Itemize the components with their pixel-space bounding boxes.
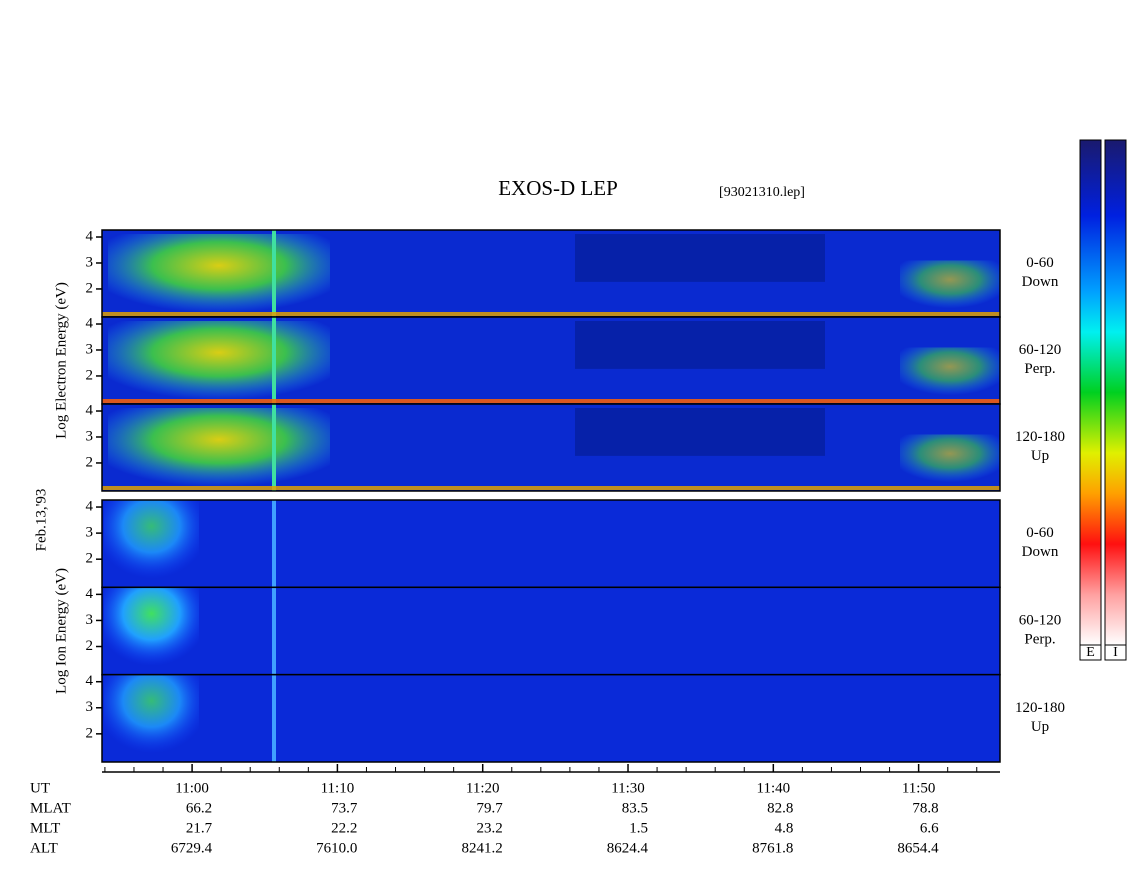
orbit-value: 82.8 xyxy=(767,800,793,816)
spectrogram-region xyxy=(272,317,276,404)
y-tick-label: 4 xyxy=(86,498,94,514)
color-bar-label: E xyxy=(1086,645,1095,660)
color-bar-label: I xyxy=(1113,645,1118,660)
y-tick-label: 3 xyxy=(86,612,94,628)
orbit-value: 1.5 xyxy=(629,820,648,836)
y-tick-label: 4 xyxy=(86,673,94,689)
orbit-value: 8241.2 xyxy=(461,840,502,856)
spectrogram-region xyxy=(575,408,825,456)
orbit-value: 6.6 xyxy=(920,820,939,836)
spectrogram-region xyxy=(108,408,330,487)
y-tick-label: 2 xyxy=(86,367,94,383)
spectrogram-region xyxy=(272,500,276,588)
x-tick-label: 11:50 xyxy=(902,780,936,796)
y-tick-label: 4 xyxy=(86,315,94,331)
orbit-label: MLAT xyxy=(30,800,71,816)
y-tick-label: 3 xyxy=(86,341,94,357)
panel-frame xyxy=(101,403,1001,492)
orbit-value: 4.8 xyxy=(775,820,794,836)
y-tick-label: 2 xyxy=(86,454,94,470)
y-tick-label: 4 xyxy=(86,402,94,418)
orbit-value: 73.7 xyxy=(331,800,358,816)
color-bar xyxy=(1104,139,1127,646)
panel-angle: 120-180 xyxy=(1015,429,1065,445)
spectrogram-region xyxy=(272,230,276,317)
orbit-value: 8654.4 xyxy=(897,840,939,856)
panel-angle: 0-60 xyxy=(1026,255,1054,271)
y-tick-label: 3 xyxy=(86,699,94,715)
spectrogram-region xyxy=(272,674,276,762)
x-tick-label: 11:10 xyxy=(321,780,355,796)
chart-title: EXOS-D LEP xyxy=(498,176,618,200)
y-tick-label: 3 xyxy=(86,254,94,270)
panel-angle: 60-120 xyxy=(1019,342,1062,358)
panel-angle: 60-120 xyxy=(1019,612,1062,628)
orbit-value: 23.2 xyxy=(476,820,502,836)
orbit-value: 83.5 xyxy=(622,800,648,816)
y-tick-label: 2 xyxy=(86,725,94,741)
y-tick-label: 4 xyxy=(86,228,94,244)
y-tick-label: 2 xyxy=(86,638,94,654)
y-tick-label: 3 xyxy=(86,525,94,541)
panel-direction: Down xyxy=(1022,274,1059,290)
y-axis-label: Log Ion Energy (eV) xyxy=(53,568,69,694)
spectrogram-background xyxy=(102,500,1000,588)
spectrogram-region xyxy=(900,434,1000,483)
spectrogram-band xyxy=(102,399,1000,403)
panel-direction: Perp. xyxy=(1024,631,1055,647)
y-tick-label: 4 xyxy=(86,586,94,602)
spectrogram-region xyxy=(575,321,825,369)
color-bar xyxy=(1079,139,1102,646)
color-bar-tag xyxy=(1104,644,1127,661)
spectrogram-region xyxy=(575,234,825,282)
y-tick-label: 2 xyxy=(86,280,94,296)
spectrogram-region xyxy=(104,587,199,675)
x-tick-label: 11:20 xyxy=(466,780,500,796)
panel-frame xyxy=(101,673,1001,763)
x-tick-label: 11:30 xyxy=(611,780,645,796)
spectrogram-region xyxy=(900,260,1000,309)
y-axis-label: Log Electron Energy (eV) xyxy=(53,282,69,439)
spectrogram-background xyxy=(102,674,1000,762)
panel-direction: Up xyxy=(1031,448,1049,464)
y-tick-label: 3 xyxy=(86,428,94,444)
date-label: Feb.13,'93 xyxy=(33,489,49,552)
orbit-value: 7610.0 xyxy=(316,840,357,856)
file-name: [93021310.lep] xyxy=(719,185,805,200)
orbit-value: 8761.8 xyxy=(752,840,793,856)
orbit-value: 6729.4 xyxy=(171,840,213,856)
panel-direction: Down xyxy=(1022,544,1059,560)
x-tick-label: 11:40 xyxy=(757,780,791,796)
spectrogram-region xyxy=(900,347,1000,396)
orbit-label: ALT xyxy=(30,840,58,856)
orbit-value: 66.2 xyxy=(186,800,212,816)
panel-angle: 120-180 xyxy=(1015,700,1065,716)
orbit-value: 78.8 xyxy=(912,800,938,816)
orbit-value: 8624.4 xyxy=(607,840,649,856)
spectrogram-band xyxy=(102,312,1000,316)
spectrogram-region xyxy=(104,500,199,588)
spectrogram-background xyxy=(102,587,1000,675)
x-tick-label: 11:00 xyxy=(175,780,209,796)
orbit-label: UT xyxy=(30,780,50,796)
spectrogram-region xyxy=(108,321,330,400)
spectrogram-region xyxy=(104,674,199,762)
y-tick-label: 2 xyxy=(86,551,94,567)
spectrogram-band xyxy=(102,486,1000,490)
panel-angle: 0-60 xyxy=(1026,525,1054,541)
panel-direction: Up xyxy=(1031,719,1049,735)
spectrogram-region xyxy=(272,587,276,675)
spectrogram-region xyxy=(272,404,276,491)
orbit-label: MLT xyxy=(30,820,60,836)
color-bar-tag xyxy=(1079,644,1102,661)
orbit-value: 22.2 xyxy=(331,820,357,836)
orbit-value: 79.7 xyxy=(476,800,503,816)
panel-direction: Perp. xyxy=(1024,361,1055,377)
spectrogram-region xyxy=(108,234,330,313)
orbit-value: 21.7 xyxy=(186,820,213,836)
